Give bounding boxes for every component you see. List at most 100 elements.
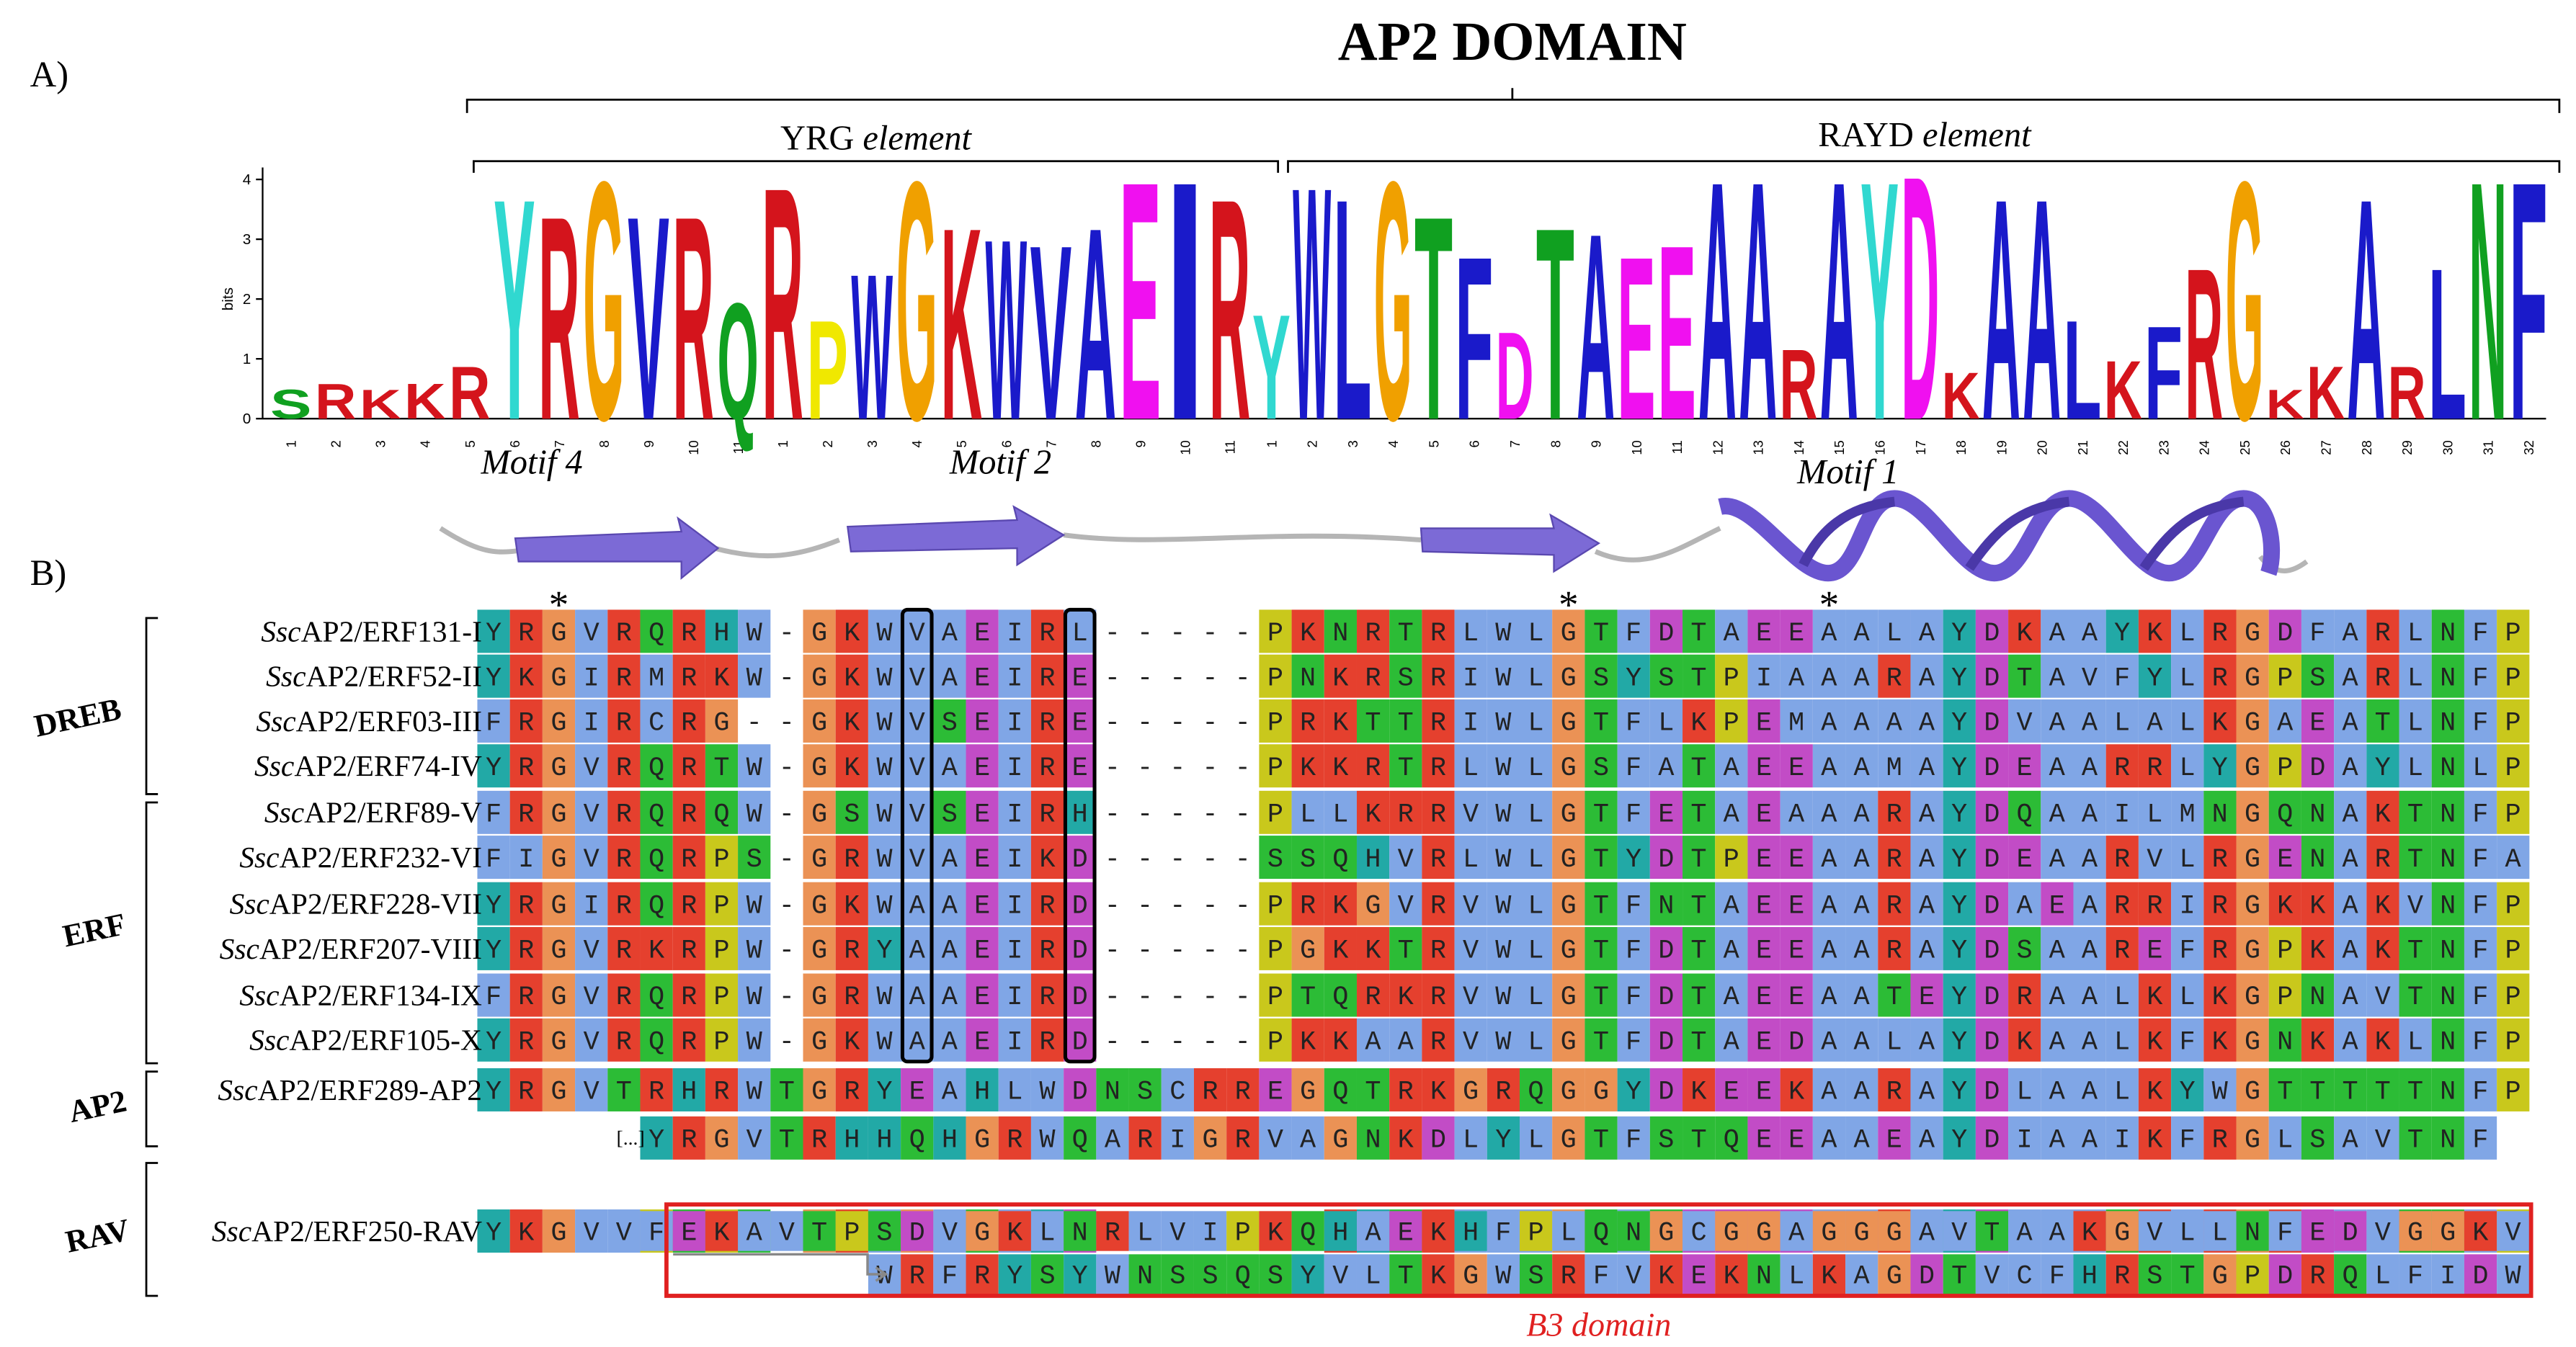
residue-cell xyxy=(1064,926,1097,970)
residue-cell xyxy=(1878,609,1911,653)
residue-cell xyxy=(1812,609,1846,653)
residue-cell xyxy=(672,654,705,698)
residue-cell xyxy=(1649,973,1683,1017)
residue-cell xyxy=(901,882,934,926)
residue-cell xyxy=(509,1068,543,1111)
residue-cell xyxy=(1975,1211,2009,1251)
residue-cell xyxy=(672,790,705,834)
residue-cell xyxy=(477,790,510,834)
residue-cell xyxy=(2268,1116,2301,1160)
residue-cell xyxy=(1683,790,1716,834)
residue-cell xyxy=(835,654,868,698)
residue-cell xyxy=(868,882,901,926)
residue-cell xyxy=(477,882,510,926)
residue-cell xyxy=(542,1068,576,1111)
residue-cell xyxy=(1683,699,1716,743)
residue-cell xyxy=(607,744,641,788)
residue-cell xyxy=(1030,699,1064,743)
position-label: 2 xyxy=(820,440,835,447)
position-label: 14 xyxy=(1791,440,1806,455)
residue-cell xyxy=(2399,1068,2432,1111)
residue-cell xyxy=(1780,1254,1813,1294)
species-prefix: Ssc xyxy=(256,704,295,738)
residue-cell xyxy=(2366,1254,2399,1294)
position-label: 5 xyxy=(954,440,969,447)
residue-cell xyxy=(1259,699,1292,743)
residue-cell xyxy=(1617,654,1650,698)
residue-cell xyxy=(1780,1211,1813,1251)
residue-cell xyxy=(477,654,510,698)
residue-cell xyxy=(1812,1254,1846,1294)
residue-cell xyxy=(1520,1116,1553,1160)
residue-cell xyxy=(2334,836,2367,880)
residue-cell xyxy=(1715,609,1748,653)
residue-cell xyxy=(2008,1018,2041,1062)
residue-cell xyxy=(575,609,608,653)
residue-cell xyxy=(1454,790,1487,834)
residue-cell xyxy=(738,1211,771,1251)
logo-letter: G xyxy=(896,110,937,491)
residue-cell xyxy=(966,654,999,698)
residue-cell xyxy=(1193,1116,1227,1160)
logo-letter: G xyxy=(1374,110,1412,491)
residue-cell xyxy=(1845,973,1878,1017)
residue-cell xyxy=(1030,836,1064,880)
residue-cell xyxy=(1585,1116,1618,1160)
yrg-label: YRG element xyxy=(780,120,972,158)
residue-cell xyxy=(2073,836,2106,880)
residue-cell xyxy=(2497,609,2530,653)
residue-cell xyxy=(998,1254,1031,1294)
residue-cell xyxy=(1878,1068,1911,1111)
residue-cell xyxy=(998,744,1031,788)
residue-cell xyxy=(1683,926,1716,970)
residue-cell xyxy=(1552,882,1585,926)
logo-letter: A xyxy=(1577,179,1615,475)
residue-cell xyxy=(477,836,510,880)
residue-cell xyxy=(933,882,966,926)
residue-cell xyxy=(1487,973,1520,1017)
residue-cell xyxy=(1845,1116,1878,1160)
logo-letter: R xyxy=(2388,352,2426,435)
residue-cell xyxy=(542,926,576,970)
residue-cell xyxy=(1649,1068,1683,1111)
residue-cell xyxy=(2236,1116,2269,1160)
residue-cell xyxy=(2008,1211,2041,1251)
residue-cell xyxy=(1389,882,1422,926)
logo-letter: Y xyxy=(1860,110,1899,491)
residue-cell xyxy=(2268,790,2301,834)
sequence-name: SscAP2/ERF89-V xyxy=(264,796,482,829)
residue-cell xyxy=(901,973,934,1017)
residue-cell xyxy=(933,973,966,1017)
residue-cell xyxy=(2431,699,2464,743)
residue-cell xyxy=(640,790,673,834)
species-prefix: Ssc xyxy=(220,932,259,965)
residue-cell xyxy=(607,1068,641,1111)
residue-cell xyxy=(1161,1068,1194,1111)
gene-name: AP2/ERF105-X xyxy=(289,1024,482,1057)
residue-cell xyxy=(803,790,836,834)
logo-letter: Q xyxy=(717,268,759,454)
residue-cell xyxy=(966,1018,999,1062)
residue-cell xyxy=(2497,1211,2530,1251)
residue-cell xyxy=(640,973,673,1017)
residue-cell xyxy=(1259,1116,1292,1160)
residue-cell xyxy=(2203,1068,2237,1111)
residue-cell xyxy=(2431,1018,2464,1062)
species-prefix: Ssc xyxy=(218,1073,257,1106)
residue-cell xyxy=(1845,882,1878,926)
residue-cell xyxy=(2138,790,2172,834)
sequence: YRGVRQRTW-GKWVAEIRE-----PKKRTRLWLGSFATAE… xyxy=(486,753,2538,784)
rayd-suffix: element xyxy=(1922,116,2032,154)
residue-cell xyxy=(1259,882,1292,926)
position-label: 6 xyxy=(507,440,522,447)
position-label: 28 xyxy=(2359,440,2374,455)
residue-cell xyxy=(1454,1254,1487,1294)
gene-name: AP2/ERF289-AP2 xyxy=(258,1073,482,1106)
residue-cell xyxy=(868,609,901,653)
residue-cell xyxy=(705,1068,739,1111)
residue-cell xyxy=(2497,882,2530,926)
residue-cell xyxy=(509,654,543,698)
residue-cell xyxy=(2171,1116,2204,1160)
residue-cell xyxy=(2464,699,2497,743)
residue-cell xyxy=(1291,609,1324,653)
